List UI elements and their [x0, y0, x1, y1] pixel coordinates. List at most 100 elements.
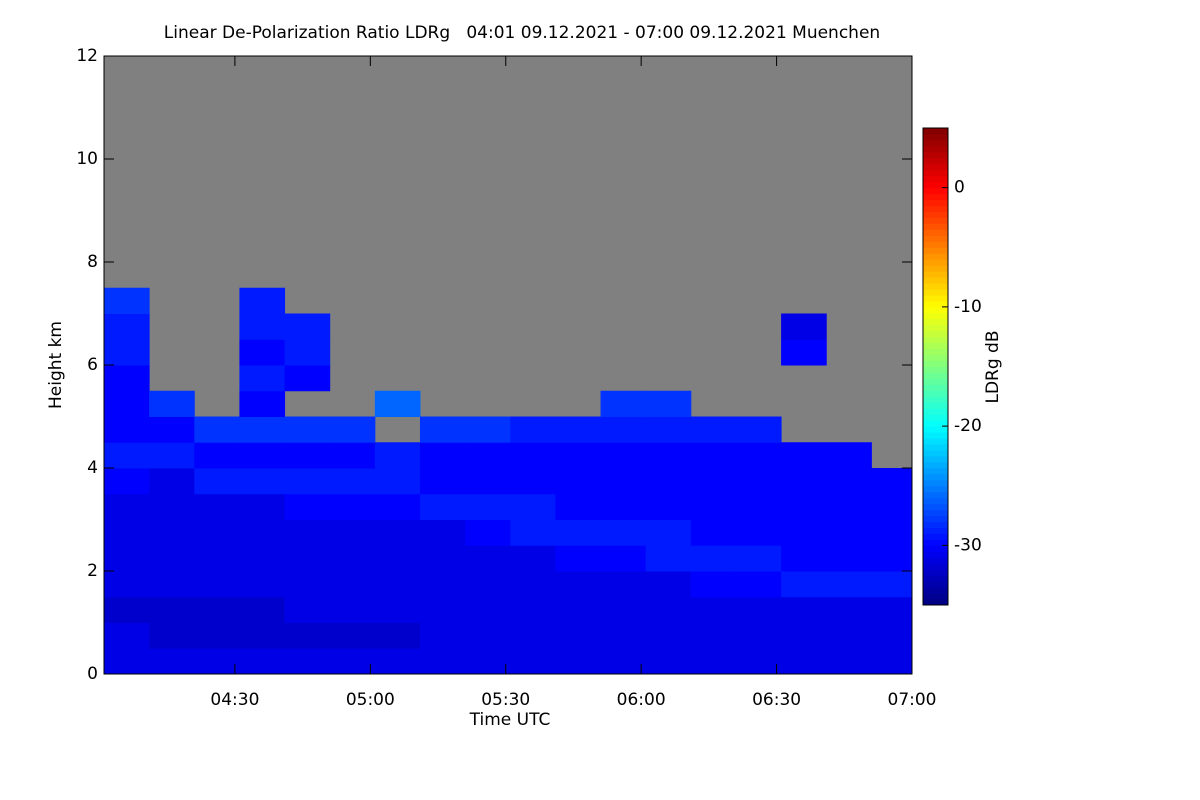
heatmap-cell — [600, 390, 647, 417]
heatmap-cell — [374, 468, 421, 495]
heatmap-cell — [555, 622, 602, 649]
heatmap-cell — [510, 519, 556, 546]
heatmap-cell — [329, 596, 376, 623]
heatmap-cell — [645, 545, 692, 572]
heatmap-cell — [149, 493, 195, 520]
colorbar-segment — [923, 211, 948, 218]
heatmap-cell — [329, 545, 376, 572]
heatmap-cell — [510, 571, 556, 598]
heatmap-cell — [194, 596, 240, 623]
heatmap-cell — [194, 622, 240, 649]
colorbar-segment — [923, 533, 948, 540]
heatmap-cell — [149, 390, 195, 417]
heatmap-cell — [510, 596, 556, 623]
colorbar-tick-label: -10 — [954, 297, 982, 317]
heatmap-cell — [194, 493, 240, 520]
colorbar-segment — [923, 288, 948, 296]
colorbar-segment — [923, 336, 948, 344]
colorbar-segment — [923, 378, 948, 385]
colorbar-segment — [923, 241, 948, 248]
heatmap-cell — [871, 596, 912, 623]
heatmap-cell — [555, 416, 602, 443]
heatmap-cell — [419, 571, 466, 598]
colorbar-segment — [923, 163, 948, 171]
heatmap-cell — [465, 468, 511, 495]
colorbar-segment — [923, 151, 948, 159]
colorbar-segment — [923, 521, 948, 528]
heatmap-cell — [104, 493, 150, 520]
heatmap-cell — [781, 519, 827, 546]
heatmap-cells — [104, 56, 912, 674]
colorbar-segment — [923, 384, 948, 391]
chart-title: Linear De-Polarization Ratio LDRg 04:01 … — [164, 23, 880, 43]
heatmap-cell — [781, 571, 827, 598]
heatmap-cell — [329, 493, 376, 520]
colorbar-segment — [923, 426, 948, 433]
heatmap-cell — [690, 545, 737, 572]
colorbar-segment — [923, 306, 948, 314]
heatmap-cell — [194, 468, 240, 495]
heatmap-cell — [510, 416, 556, 443]
heatmap-cell — [735, 519, 782, 546]
heatmap-cell — [600, 416, 647, 443]
y-tick-label: 4 — [87, 458, 98, 478]
heatmap-cell — [600, 442, 647, 469]
colorbar-segment — [923, 229, 948, 236]
colorbar-segment — [923, 128, 948, 135]
heatmap-cell — [735, 596, 782, 623]
heatmap-cell — [645, 442, 692, 469]
colorbar-tick-label: -30 — [954, 535, 982, 555]
heatmap-cell — [645, 390, 692, 417]
heatmap-cell — [374, 390, 421, 417]
heatmap-cell — [284, 493, 331, 520]
heatmap-cell — [465, 622, 511, 649]
heatmap-cell — [104, 571, 150, 598]
heatmap-cell — [194, 571, 240, 598]
heatmap-cell — [690, 442, 737, 469]
heatmap-cell — [510, 622, 556, 649]
heatmap-cell — [465, 571, 511, 598]
heatmap-cell — [510, 493, 556, 520]
colorbar-segment — [923, 461, 948, 469]
x-tick-label: 05:30 — [481, 690, 530, 710]
x-tick-label: 04:30 — [210, 690, 259, 710]
heatmap-cell — [239, 468, 286, 495]
colorbar-segment — [923, 473, 948, 481]
heatmap-cell — [419, 442, 466, 469]
heatmap-cell — [600, 493, 647, 520]
colorbar-segment — [923, 354, 948, 362]
heatmap-cell — [374, 596, 421, 623]
heatmap-cell — [104, 416, 150, 443]
colorbar-segment — [923, 479, 948, 487]
heatmap-cell — [284, 339, 331, 366]
colorbar-segment — [923, 491, 948, 499]
colorbar-segment — [923, 497, 948, 505]
heatmap-cell — [239, 339, 286, 366]
y-axis-label: Height km — [46, 321, 66, 409]
colorbar-segment — [923, 366, 948, 373]
heatmap-cell — [194, 416, 240, 443]
heatmap-cell — [194, 519, 240, 546]
y-tick-label: 0 — [87, 664, 98, 684]
heatmap-cell — [735, 622, 782, 649]
colorbar-segment — [923, 235, 948, 242]
heatmap-cell — [239, 493, 286, 520]
heatmap-cell — [600, 519, 647, 546]
colorbar-segment — [923, 348, 948, 356]
colorbar-segment — [923, 205, 948, 212]
heatmap-cell — [239, 648, 286, 674]
heatmap-cell — [465, 596, 511, 623]
heatmap-cell — [735, 571, 782, 598]
y-tick-label: 6 — [87, 355, 98, 375]
heatmap-cell — [600, 571, 647, 598]
heatmap-cell — [374, 519, 421, 546]
heatmap-cell — [781, 493, 827, 520]
heatmap-cell — [826, 622, 872, 649]
heatmap-cell — [871, 468, 912, 495]
heatmap-cell — [465, 442, 511, 469]
colorbar-segment — [923, 569, 948, 576]
colorbar-segment — [923, 283, 948, 290]
heatmap-cell — [826, 648, 872, 674]
heatmap-cell — [645, 622, 692, 649]
